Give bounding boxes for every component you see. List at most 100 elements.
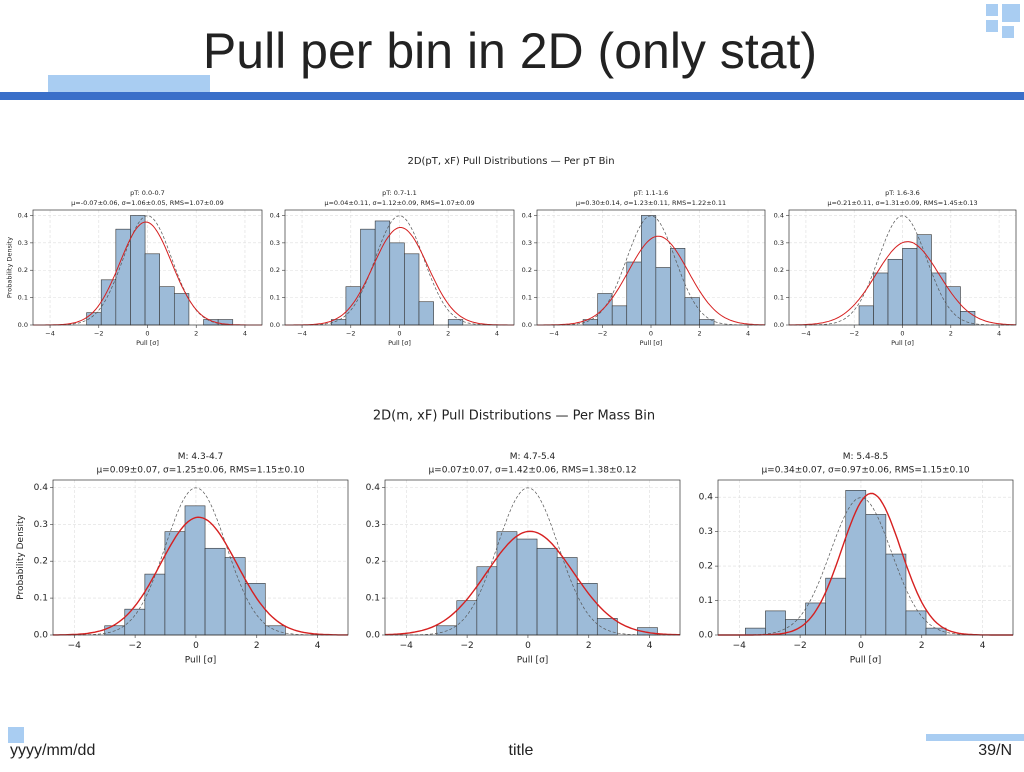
histogram-bar xyxy=(516,538,538,636)
chart-title: pT: 0.7-1.1 xyxy=(382,189,417,197)
x-tick-label: −4 xyxy=(68,641,82,651)
x-tick-label: −2 xyxy=(346,330,356,338)
histogram-bar xyxy=(124,608,146,636)
plot-frame xyxy=(284,209,515,326)
x-tick-label: −2 xyxy=(598,330,608,338)
y-tick-label: 0.2 xyxy=(18,266,28,274)
header-bar xyxy=(0,92,1024,100)
gaussian-fit xyxy=(33,221,262,326)
y-tick-label: 0.0 xyxy=(522,321,532,329)
chart-subtitle: μ=0.30±0.14, σ=1.23±0.11, RMS=1.22±0.11 xyxy=(576,199,726,207)
y-tick-label: 0.4 xyxy=(366,483,381,493)
y-tick-label: 0.1 xyxy=(366,594,380,604)
y-tick-label: 0.1 xyxy=(774,294,784,302)
histogram-bar xyxy=(100,279,117,326)
x-axis-label: Pull [σ] xyxy=(388,339,411,347)
histogram-bar xyxy=(960,311,976,326)
y-tick-label: 0.3 xyxy=(774,239,784,247)
histogram-bar xyxy=(264,625,286,636)
y-tick-label: 0.0 xyxy=(774,321,784,329)
histogram-bar xyxy=(173,293,190,326)
histogram-bar xyxy=(389,242,405,326)
y-tick-label: 0.2 xyxy=(522,266,532,274)
histogram-bar xyxy=(873,272,889,326)
reference-normal xyxy=(53,487,348,636)
histogram-bar xyxy=(184,505,206,636)
reference-normal xyxy=(385,487,680,636)
x-tick-label: −2 xyxy=(460,641,473,651)
y-tick-label: 0.0 xyxy=(18,321,28,329)
x-tick-label: 2 xyxy=(919,641,925,651)
section-title: 2D(m, xF) Pull Distributions — Per Mass … xyxy=(373,409,655,424)
chart-title: pT: 1.6-3.6 xyxy=(885,189,920,197)
y-tick-label: 0.4 xyxy=(699,493,714,503)
histogram-bar xyxy=(745,627,766,636)
x-tick-label: −4 xyxy=(549,330,559,338)
footer-square xyxy=(8,727,24,743)
header-accent xyxy=(48,75,210,92)
histogram-bar xyxy=(684,297,700,326)
chart-title: pT: 1.1-1.6 xyxy=(634,189,669,197)
chart-subtitle: μ=0.21±0.11, σ=1.31±0.09, RMS=1.45±0.13 xyxy=(827,199,977,207)
y-tick-label: 0.1 xyxy=(699,596,713,606)
histogram-bar xyxy=(536,547,558,636)
x-axis-label: Pull [σ] xyxy=(136,339,159,347)
footer-bar xyxy=(926,734,1024,741)
histogram-bar xyxy=(374,220,391,326)
footer-page: 39/N xyxy=(978,742,1012,759)
x-tick-label: −4 xyxy=(400,641,414,651)
chart-subtitle: μ=0.09±0.07, σ=1.25±0.06, RMS=1.15±0.10 xyxy=(96,466,304,476)
plot-frame xyxy=(717,479,1014,636)
x-tick-label: 2 xyxy=(949,330,953,338)
gaussian-fit xyxy=(53,516,348,636)
x-tick-label: 4 xyxy=(495,330,499,338)
x-tick-label: 4 xyxy=(997,330,1001,338)
histogram-bar xyxy=(765,610,786,636)
x-tick-label: 4 xyxy=(243,330,247,338)
histogram-bar xyxy=(496,531,518,636)
histogram-bar xyxy=(858,305,874,326)
reference-normal xyxy=(789,215,1016,326)
y-tick-label: 0.2 xyxy=(270,266,280,274)
gaussian-fit xyxy=(789,241,1017,326)
y-axis-label: Probability Density xyxy=(6,237,14,298)
chart-subtitle: μ=0.04±0.11, σ=1.12±0.09, RMS=1.07±0.09 xyxy=(324,199,474,207)
y-tick-label: 0.4 xyxy=(774,211,784,219)
y-tick-label: 0.2 xyxy=(699,562,713,572)
chart-subtitle: μ=0.07±0.07, σ=1.42±0.06, RMS=1.38±0.12 xyxy=(428,466,636,476)
chart-title: M: 5.4-8.5 xyxy=(843,452,889,462)
x-tick-label: 2 xyxy=(446,330,450,338)
histogram-bar xyxy=(164,531,186,636)
x-axis-label: Pull [σ] xyxy=(891,339,914,347)
y-tick-label: 0.1 xyxy=(270,294,280,302)
histogram-bar xyxy=(670,248,686,326)
y-tick-label: 0.2 xyxy=(34,557,48,567)
histogram-bar xyxy=(626,261,642,326)
histogram-bar xyxy=(476,566,498,636)
plot-frame xyxy=(536,209,766,326)
x-tick-label: 2 xyxy=(586,641,592,651)
footer-date: yyyy/mm/dd xyxy=(10,742,95,759)
histogram-bar xyxy=(945,286,961,326)
histogram-bar xyxy=(611,305,628,326)
x-tick-label: 0 xyxy=(900,330,904,338)
plot-frame xyxy=(384,479,681,636)
histogram-bar xyxy=(640,215,657,326)
y-tick-label: 0.4 xyxy=(18,211,28,219)
reference-normal xyxy=(537,215,765,326)
y-tick-label: 0.4 xyxy=(270,211,280,219)
x-tick-label: −2 xyxy=(94,330,104,338)
histogram-bar xyxy=(418,301,434,326)
y-tick-label: 0.3 xyxy=(522,239,532,247)
histogram-bar xyxy=(244,583,266,636)
gaussian-fit xyxy=(537,235,766,326)
histogram-bar xyxy=(130,215,146,326)
y-tick-label: 0.0 xyxy=(34,631,49,641)
y-tick-label: 0.1 xyxy=(18,294,28,302)
y-tick-label: 0.4 xyxy=(522,211,532,219)
plot-frame xyxy=(52,479,349,636)
x-tick-label: 0 xyxy=(397,330,401,338)
section-title: 2D(pT, xF) Pull Distributions — Per pT B… xyxy=(407,156,614,167)
slide-title: Pull per bin in 2D (only stat) xyxy=(203,23,817,79)
